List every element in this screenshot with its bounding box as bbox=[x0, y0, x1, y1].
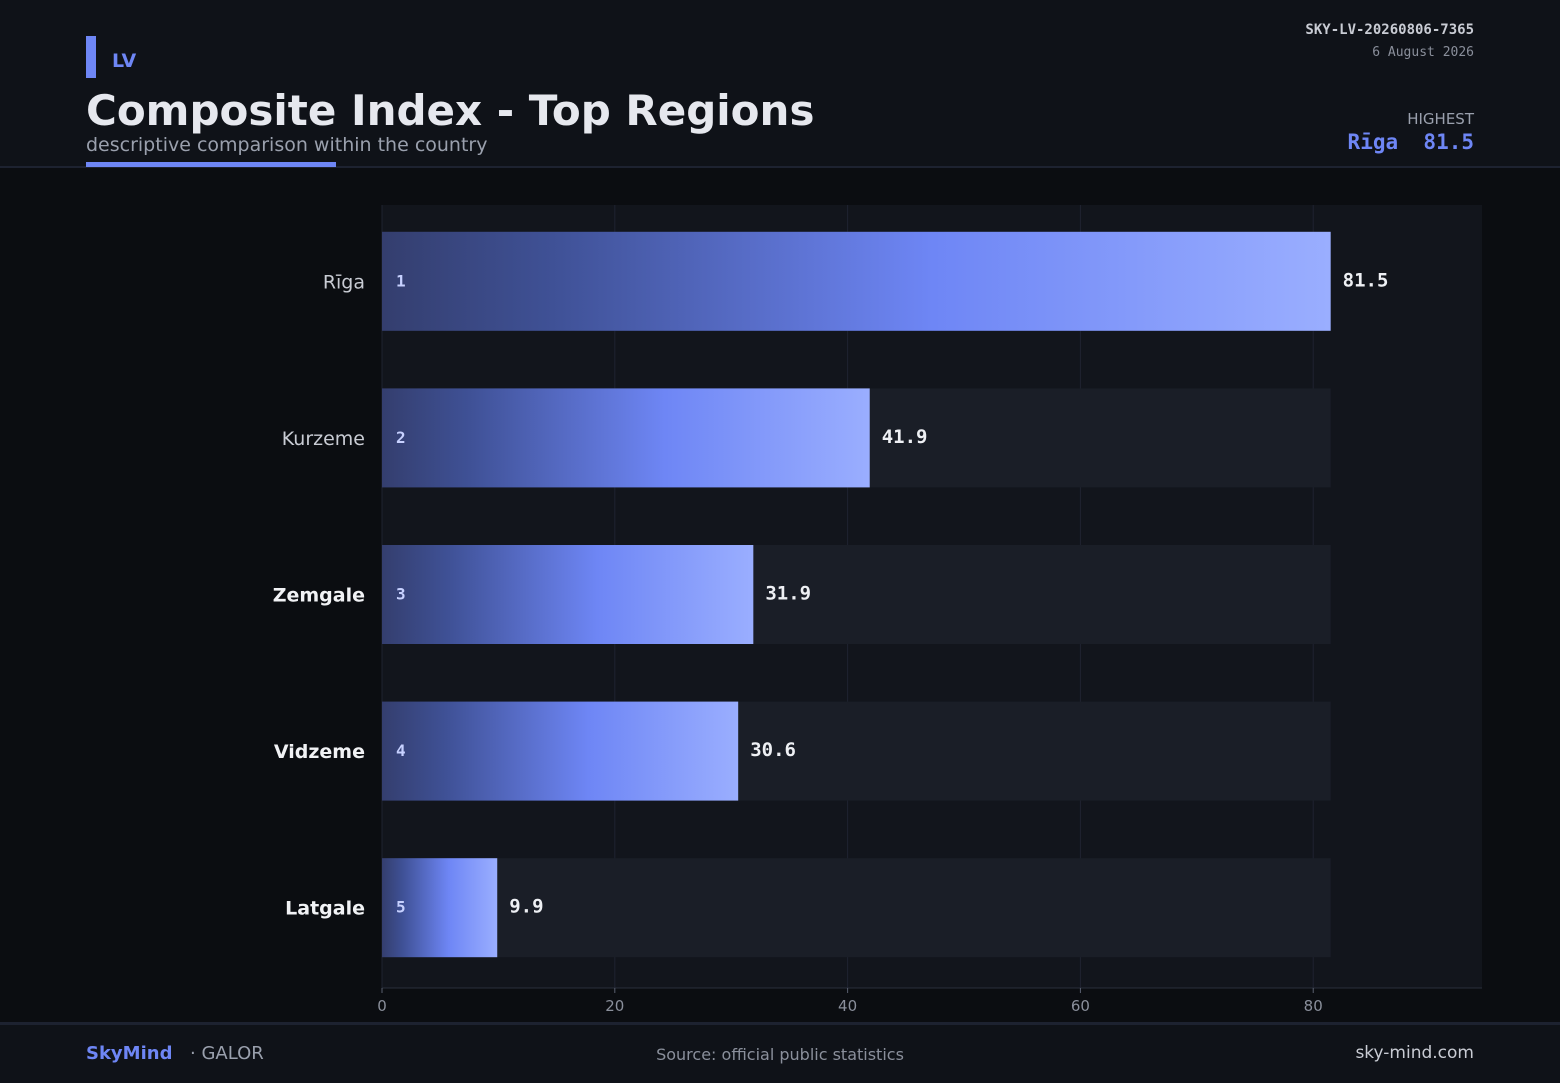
rank-label: 2 bbox=[396, 428, 406, 447]
source-note: Source: official public statistics bbox=[656, 1045, 904, 1064]
highest-region: Rīga bbox=[1347, 130, 1399, 154]
rank-label: 5 bbox=[396, 898, 406, 917]
category-label: Vidzeme bbox=[274, 741, 365, 763]
x-tick-label: 60 bbox=[1071, 997, 1090, 1015]
footer: SkyMind · GALOR Source: official public … bbox=[0, 1022, 1560, 1083]
rank-label: 1 bbox=[396, 271, 406, 290]
category-label: Zemgale bbox=[273, 585, 365, 607]
title-underline bbox=[86, 162, 336, 167]
x-tick-label: 40 bbox=[838, 997, 857, 1015]
bar bbox=[382, 701, 739, 801]
x-tick-label: 80 bbox=[1304, 997, 1323, 1015]
rank-label: 4 bbox=[396, 741, 406, 760]
value-label: 41.9 bbox=[882, 426, 928, 448]
bar-track bbox=[382, 858, 1331, 958]
value-label: 31.9 bbox=[765, 583, 811, 605]
bar bbox=[382, 858, 498, 958]
report-date: 6 August 2026 bbox=[1372, 45, 1474, 60]
category-label: Latgale bbox=[285, 898, 365, 920]
x-tick-label: 20 bbox=[605, 997, 624, 1015]
brand-sub: · GALOR bbox=[190, 1043, 264, 1064]
rank-label: 3 bbox=[396, 585, 406, 604]
bar bbox=[382, 545, 754, 644]
x-tick-label: 0 bbox=[377, 997, 387, 1015]
report-id: SKY-LV-20260806-7365 bbox=[1305, 22, 1474, 38]
page-title: Composite Index - Top Regions bbox=[86, 86, 815, 135]
country-code: LV bbox=[112, 50, 137, 72]
header: LV Composite Index - Top Regions descrip… bbox=[0, 0, 1560, 168]
category-label: Rīga bbox=[323, 271, 365, 293]
value-label: 9.9 bbox=[509, 896, 543, 918]
bar bbox=[382, 231, 1331, 331]
highest-label: HIGHEST bbox=[1407, 110, 1474, 128]
value-label: 30.6 bbox=[750, 739, 796, 761]
bar bbox=[382, 388, 870, 488]
accent-bar bbox=[86, 36, 96, 78]
brand-name: SkyMind bbox=[86, 1043, 173, 1064]
highest-number: 81.5 bbox=[1423, 130, 1474, 154]
page-subtitle: descriptive comparison within the countr… bbox=[86, 134, 488, 156]
value-label: 81.5 bbox=[1343, 269, 1389, 291]
highest-value: Rīga 81.5 bbox=[1348, 130, 1474, 154]
site-link[interactable]: sky-mind.com bbox=[1355, 1043, 1474, 1063]
category-label: Kurzeme bbox=[282, 428, 365, 450]
bar-chart: Rīga 1 81.5 Kurzeme 2 41.9 Zemgale 3 31.9 Vidzeme… bbox=[273, 205, 1482, 1015]
